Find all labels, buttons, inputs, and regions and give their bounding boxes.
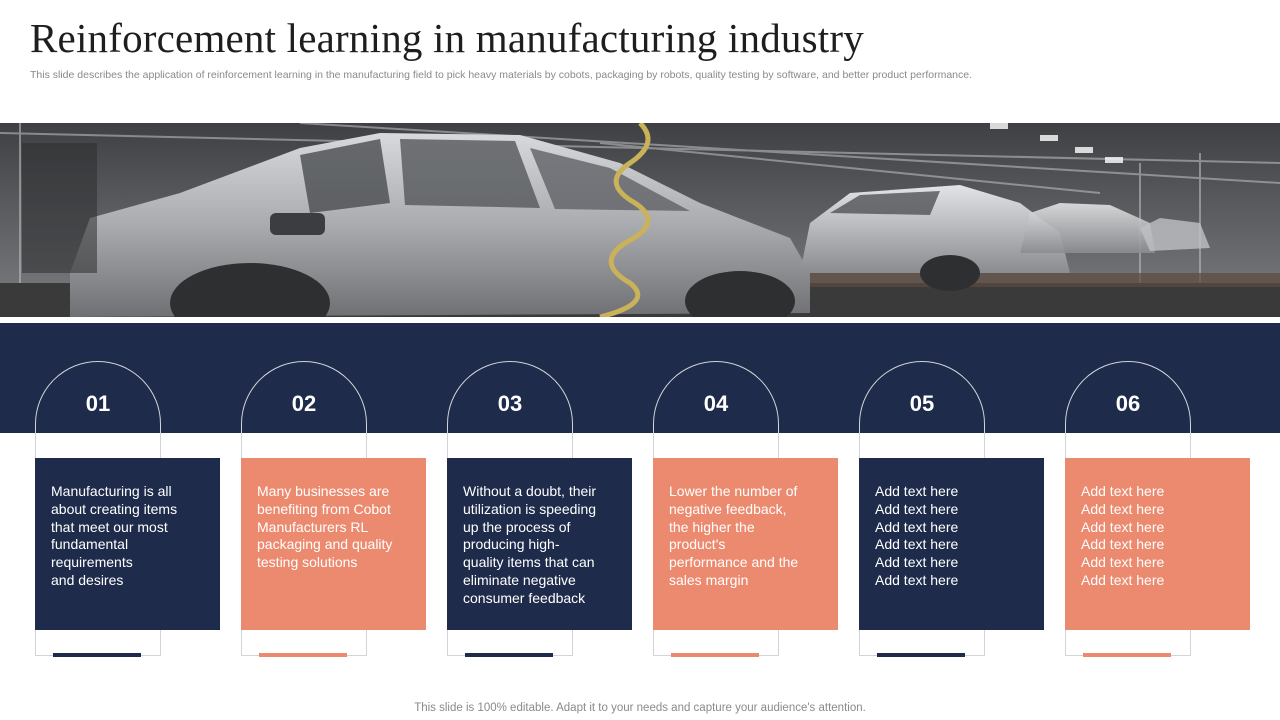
card-text-line: performance and the — [669, 554, 799, 571]
card-text-line: about creating items — [51, 500, 178, 517]
step-number: 06 — [1115, 391, 1141, 416]
step-card-06: 06 Add text here Add text here Add text her… — [1065, 361, 1252, 657]
card-text-line: requirements — [51, 554, 133, 571]
card-text-line: Add text here — [875, 554, 959, 571]
card-text-line: packaging and quality — [257, 536, 393, 553]
card-text-line: Add text here — [875, 483, 959, 499]
card-text-line: eliminate negative — [463, 571, 576, 588]
page-title: Reinforcement learning in manufacturing … — [30, 15, 864, 61]
card-text-line: Manufacturing is all — [51, 483, 172, 499]
card-text-box: Add text here Add text here Add text here A… — [1065, 458, 1250, 630]
card-text-box: Lower the number of negative feedback, the… — [653, 458, 838, 630]
card-accent-bar — [53, 653, 141, 657]
page-subtitle: This slide describes the application of … — [30, 69, 973, 81]
card-accent-bar — [1083, 653, 1171, 657]
card-text-line: Many businesses are — [257, 483, 390, 499]
card-text-line: Add text here — [1081, 536, 1165, 553]
card-accent-bar — [465, 653, 553, 657]
card-text-line: sales margin — [669, 571, 749, 588]
footer-note: This slide is 100% editable. Adapt it to… — [414, 702, 866, 714]
card-text-box: Without a doubt, their utilization is spe… — [447, 458, 632, 630]
card-accent-bar — [259, 653, 347, 657]
card-text-line: Add text here — [1081, 483, 1165, 499]
card-text-line: Add text here — [1081, 500, 1165, 517]
card-text-box: Many businesses are benefiting from Cobot… — [241, 458, 426, 630]
step-number: 01 — [85, 391, 111, 416]
step-number: 05 — [909, 391, 935, 416]
step-number: 04 — [703, 391, 729, 416]
card-text-line: utilization is speeding — [463, 500, 597, 517]
card-text-line: Without a doubt, their — [463, 483, 597, 499]
card-text-line: Add text here — [1081, 554, 1165, 571]
card-text-line: quality items that can — [463, 554, 595, 571]
card-text-line: fundamental — [51, 536, 129, 553]
card-text-line: the higher the — [669, 518, 755, 535]
card-accent-bar — [671, 653, 759, 657]
card-text-line: benefiting from Cobot — [257, 500, 391, 517]
card-text-line: Lower the number of — [669, 483, 798, 499]
card-text-line: Add text here — [875, 500, 959, 517]
step-card-04: 04 Lower the number of negative feedback, t… — [653, 361, 840, 657]
card-text-line: Manufacturers RL — [257, 518, 369, 535]
card-text-line: Add text here — [875, 536, 959, 553]
car-assembly-line-photo — [0, 123, 1280, 317]
card-text-line: producing high- — [463, 536, 560, 553]
step-number: 03 — [497, 391, 523, 416]
card-text-line: up the process of — [463, 518, 571, 535]
card-text-line: Add text here — [1081, 571, 1165, 588]
card-text-line: product's — [669, 536, 726, 553]
step-number: 02 — [291, 391, 317, 416]
card-accent-bar — [877, 653, 965, 657]
card-text-box: Add text here Add text here Add text here A… — [859, 458, 1044, 630]
card-text-line: consumer feedback — [463, 589, 586, 606]
step-card-05: 05 Add text here Add text here Add text her… — [859, 361, 1046, 657]
card-text-line: testing solutions — [257, 554, 358, 571]
step-card-02: 02 Many businesses are benefiting from Cob… — [241, 361, 428, 657]
card-text-line: Add text here — [1081, 518, 1165, 535]
card-text-line: Add text here — [875, 518, 959, 535]
step-card-01: 01 Manufacturing is all about creating ite… — [35, 361, 222, 657]
card-text-line: negative feedback, — [669, 500, 787, 517]
step-card-03: 03 Without a doubt, their utilization is s… — [447, 361, 634, 657]
card-text-box: Manufacturing is all about creating items… — [35, 458, 220, 630]
card-text-line: and desires — [51, 571, 124, 588]
card-text-line: Add text here — [875, 571, 959, 588]
card-text-line: that meet our most — [51, 518, 168, 535]
